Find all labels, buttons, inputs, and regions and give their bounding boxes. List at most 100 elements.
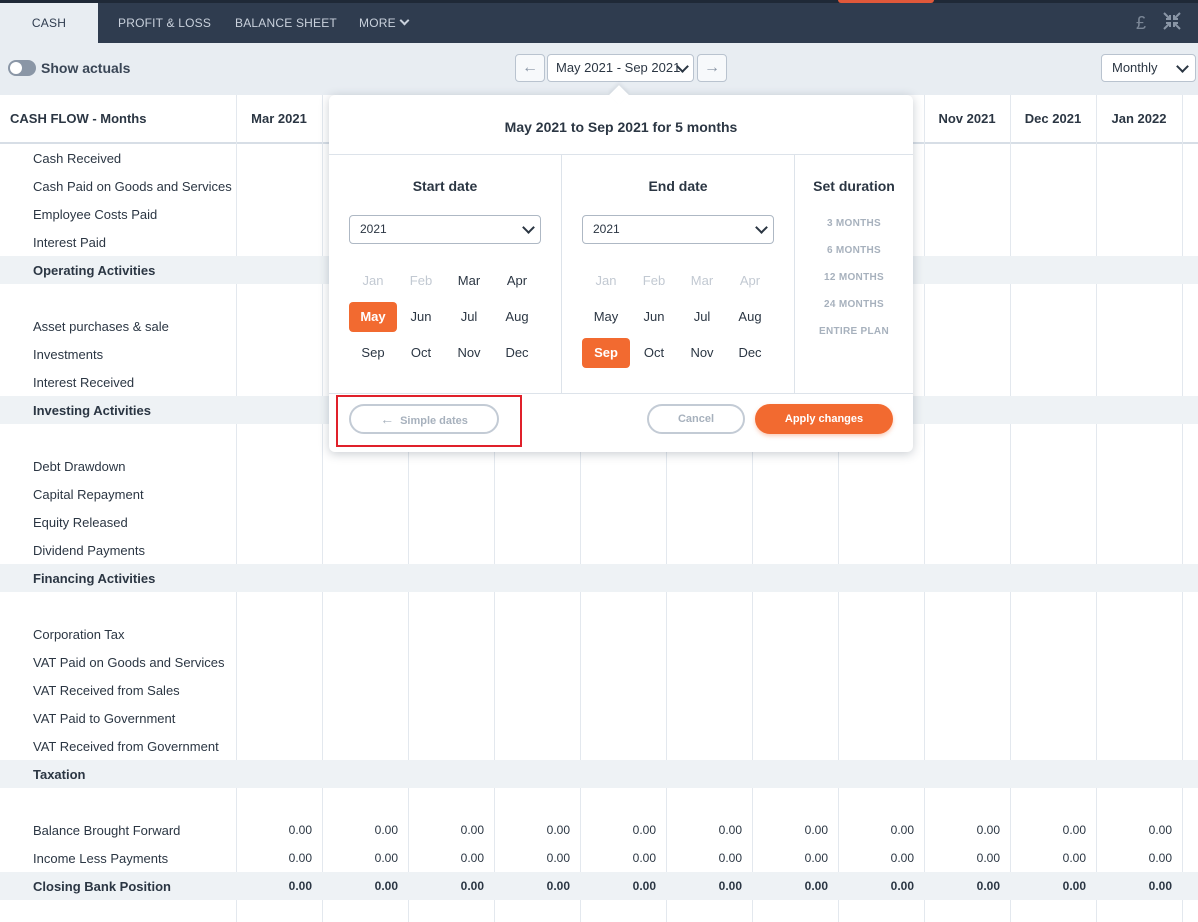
table-row[interactable]: VAT Paid to Government [0, 704, 1198, 732]
table-row[interactable]: Investments [0, 340, 1198, 368]
table-cell[interactable]: 0.00 [1148, 851, 1172, 865]
table-cell[interactable]: 0.00 [1062, 879, 1086, 893]
start-month-dec[interactable]: Dec [505, 345, 529, 360]
table-cell[interactable]: 0.00 [460, 823, 484, 837]
table-cell[interactable]: 0.00 [1148, 879, 1172, 893]
table-cell[interactable]: 0.00 [374, 879, 398, 893]
simple-dates-button[interactable]: ← Simple dates [349, 404, 499, 434]
table-cell[interactable]: 0.00 [890, 823, 914, 837]
table-cell[interactable]: 0.00 [632, 823, 656, 837]
prev-range-button[interactable]: ← [515, 54, 545, 82]
start-date-heading: Start date [412, 178, 478, 194]
section-total-row[interactable]: Taxation [0, 760, 1198, 788]
duration-option[interactable]: 3 MONTHS [826, 218, 882, 229]
section-total-row[interactable]: Financing Activities [0, 564, 1198, 592]
duration-option[interactable]: 24 MONTHS [824, 299, 884, 310]
table-cell[interactable]: 0.00 [890, 851, 914, 865]
table-row[interactable]: VAT Received from Sales [0, 676, 1198, 704]
end-month-feb: Feb [642, 273, 666, 288]
table-cell[interactable]: 0.00 [1062, 851, 1086, 865]
divider [329, 393, 913, 394]
table-row[interactable]: VAT Paid on Goods and Services [0, 648, 1198, 676]
table-cell[interactable]: 0.00 [460, 851, 484, 865]
end-month-jul[interactable]: Jul [693, 309, 711, 324]
table-cell[interactable]: 0.00 [546, 851, 570, 865]
table-row[interactable]: Cash Paid on Goods and Services [0, 172, 1198, 200]
start-month-oct[interactable]: Oct [410, 345, 432, 360]
table-row[interactable]: Balance Brought Forward 0.00 0.00 0.00 0.00 0… [0, 816, 1198, 844]
table-cell[interactable]: 0.00 [718, 823, 742, 837]
start-month-apr[interactable]: Apr [506, 273, 528, 288]
table-row[interactable]: Interest Received [0, 368, 1198, 396]
arrow-right-icon: → [704, 59, 720, 76]
cancel-button[interactable]: Cancel [647, 404, 745, 434]
table-cell[interactable]: 0.00 [288, 823, 312, 837]
table-row[interactable]: Employee Costs Paid [0, 200, 1198, 228]
table-cell[interactable]: 0.00 [976, 823, 1000, 837]
end-month-may[interactable]: May [593, 309, 619, 324]
start-month-may[interactable]: May [349, 302, 397, 332]
duration-option[interactable]: ENTIRE PLAN [819, 326, 889, 337]
end-year-select[interactable]: 2021 [582, 215, 774, 244]
show-actuals-toggle[interactable] [8, 60, 36, 76]
table-row[interactable]: Equity Released [0, 508, 1198, 536]
table-cell[interactable]: 0.00 [1148, 823, 1172, 837]
table-row[interactable]: Interest Paid [0, 228, 1198, 256]
table-cell[interactable]: 0.00 [976, 851, 1000, 865]
start-month-mar[interactable]: Mar [457, 273, 481, 288]
table-row[interactable]: Cash Received [0, 144, 1198, 172]
table-row[interactable]: Asset purchases & sale [0, 312, 1198, 340]
tab-balance-sheet[interactable]: BALANCE SHEET [235, 16, 337, 30]
period-select[interactable]: Monthly [1101, 54, 1196, 82]
table-cell[interactable]: 0.00 [804, 879, 828, 893]
table-cell[interactable]: 0.00 [374, 823, 398, 837]
start-month-sep[interactable]: Sep [361, 345, 385, 360]
end-month-nov[interactable]: Nov [690, 345, 714, 360]
table-cell[interactable]: 0.00 [718, 879, 742, 893]
table-row[interactable]: Income Less Payments 0.00 0.00 0.00 0.00 0.00… [0, 844, 1198, 872]
table-cell[interactable]: 0.00 [804, 851, 828, 865]
table-row[interactable]: Capital Repayment [0, 480, 1198, 508]
table-row[interactable]: Debt Drawdown [0, 452, 1198, 480]
start-month-jul[interactable]: Jul [460, 309, 478, 324]
tab-cash-flow[interactable]: CASH FLOW [0, 3, 98, 70]
pound-icon[interactable]: £ [1136, 13, 1147, 33]
table-cell[interactable]: 0.00 [288, 879, 312, 893]
start-month-nov[interactable]: Nov [457, 345, 481, 360]
table-cell[interactable]: 0.00 [374, 851, 398, 865]
apply-changes-button[interactable]: Apply changes [755, 404, 893, 434]
start-month-jun[interactable]: Jun [410, 309, 432, 324]
start-month-aug[interactable]: Aug [505, 309, 529, 324]
next-range-button[interactable]: → [697, 54, 727, 82]
collapse-icon[interactable] [1163, 12, 1181, 35]
end-month-aug[interactable]: Aug [738, 309, 762, 324]
start-year-select[interactable]: 2021 [349, 215, 541, 244]
row-label: Equity Released [33, 515, 128, 530]
table-cell[interactable]: 0.00 [1062, 823, 1086, 837]
end-month-oct[interactable]: Oct [643, 345, 665, 360]
table-title: CASH FLOW - Months [10, 111, 147, 126]
table-cell[interactable]: 0.00 [288, 851, 312, 865]
table-cell[interactable]: 0.00 [718, 851, 742, 865]
tab-more[interactable]: MORE [359, 3, 410, 43]
table-row[interactable]: VAT Received from Government [0, 732, 1198, 760]
table-cell[interactable]: 0.00 [546, 879, 570, 893]
table-cell[interactable]: 0.00 [976, 879, 1000, 893]
tab-profit-loss[interactable]: PROFIT & LOSS [118, 16, 212, 30]
table-cell[interactable]: 0.00 [804, 823, 828, 837]
end-month-dec[interactable]: Dec [738, 345, 762, 360]
table-cell[interactable]: 0.00 [632, 851, 656, 865]
table-cell[interactable]: 0.00 [890, 879, 914, 893]
table-cell[interactable]: 0.00 [632, 879, 656, 893]
end-month-sep[interactable]: Sep [582, 338, 630, 368]
duration-option[interactable]: 12 MONTHS [824, 272, 884, 283]
date-range-select[interactable]: May 2021 - Sep 2021 [547, 54, 694, 82]
table-row[interactable]: Closing Bank Position 0.00 0.00 0.00 0.00 0.0… [0, 872, 1198, 900]
duration-option[interactable]: 6 MONTHS [826, 245, 882, 256]
row-label: Investing Activities [33, 403, 151, 418]
table-row[interactable]: Corporation Tax [0, 620, 1198, 648]
table-row[interactable]: Dividend Payments [0, 536, 1198, 564]
table-cell[interactable]: 0.00 [546, 823, 570, 837]
table-cell[interactable]: 0.00 [460, 879, 484, 893]
end-month-jun[interactable]: Jun [643, 309, 665, 324]
